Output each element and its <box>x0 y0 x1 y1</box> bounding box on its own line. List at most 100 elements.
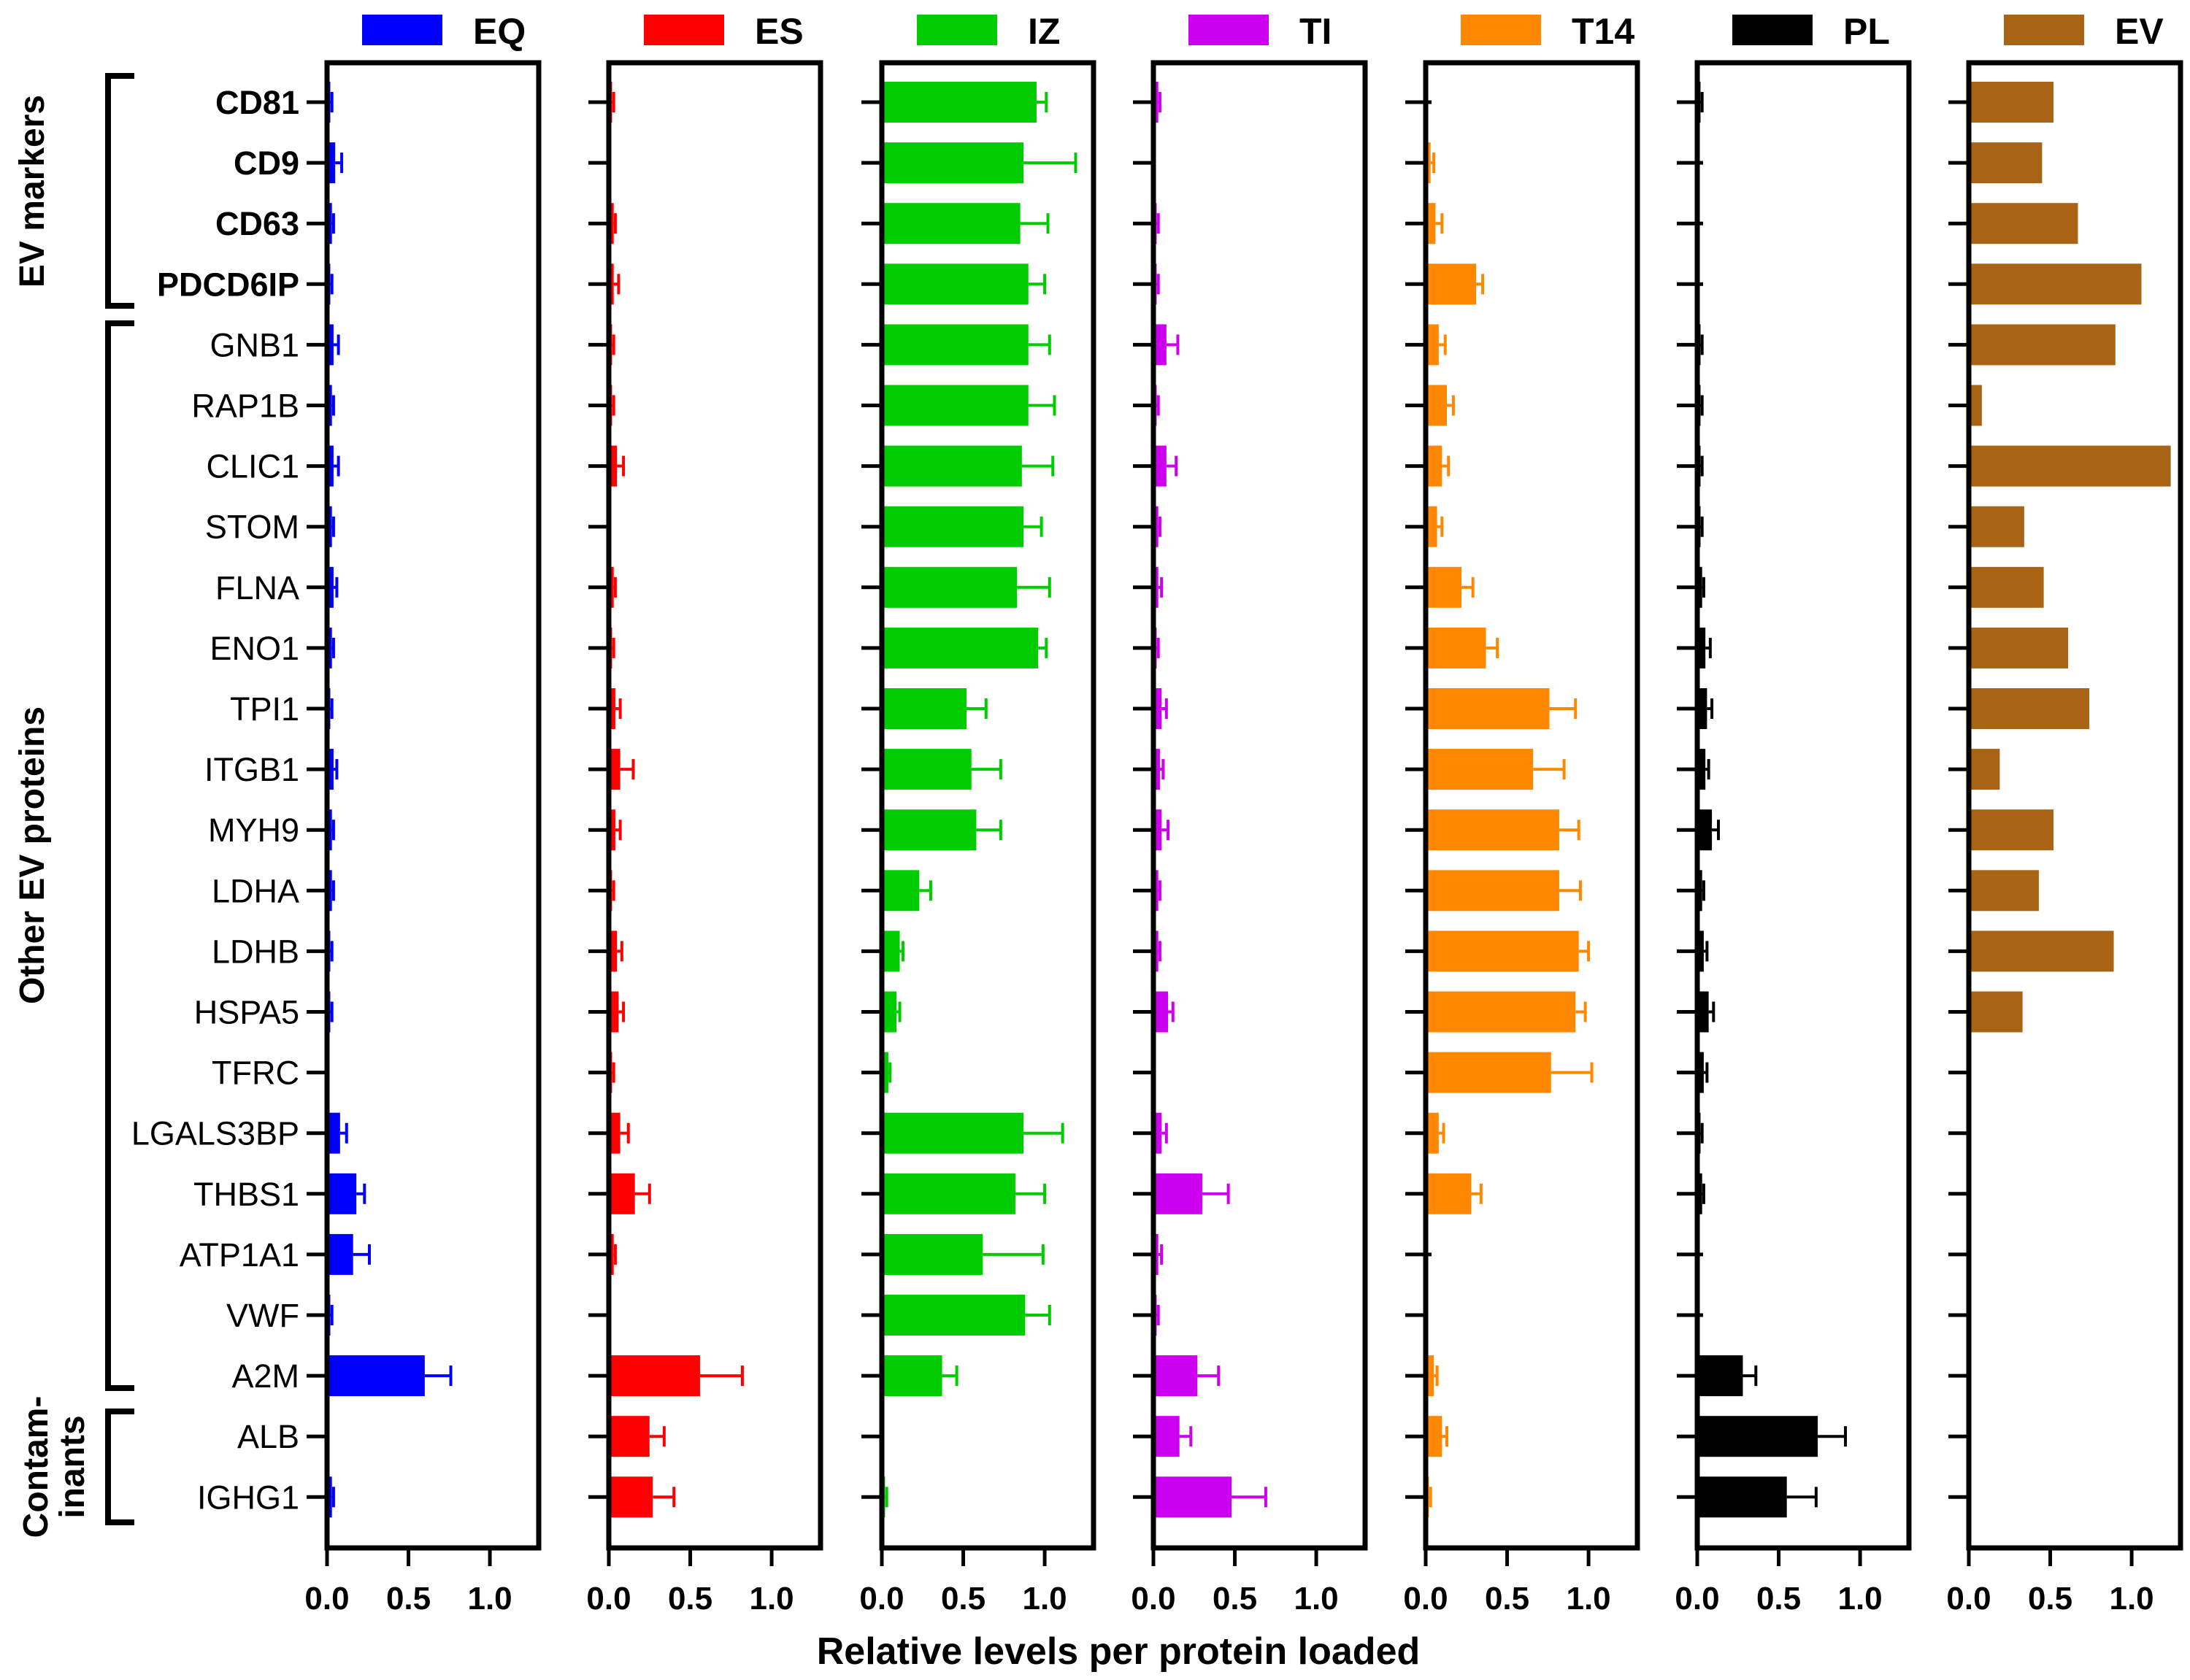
legend-label-t14: T14 <box>1572 11 1634 52</box>
bar-iz-lgals3bp <box>882 1112 1024 1154</box>
bar-pl-tfrc <box>1697 1052 1704 1093</box>
legend-label-pl: PL <box>1843 11 1890 52</box>
bar-ti-tpi1 <box>1153 688 1162 729</box>
category-label-eno1: ENO1 <box>210 630 299 667</box>
bar-iz-ldha <box>882 870 920 912</box>
bar-pl-eno1 <box>1697 627 1706 668</box>
bar-ev-itgb1 <box>1969 749 2000 790</box>
bar-eq-flna <box>327 566 334 608</box>
bar-es-itgb1 <box>609 749 620 790</box>
category-label-cd63: CD63 <box>215 205 299 242</box>
legend-swatch-ti <box>1188 15 1269 45</box>
legend-swatch-pl <box>1732 15 1813 45</box>
bar-t14-thbs1 <box>1426 1173 1472 1214</box>
x-tick-label: 1.0 <box>1837 1581 1882 1617</box>
panel-frame <box>1694 60 1912 1551</box>
bar-ti-itgb1 <box>1153 749 1160 790</box>
bar-pl-a2m <box>1697 1355 1743 1397</box>
x-tick-label: 1.0 <box>2109 1581 2154 1617</box>
x-axis-title: Relative levels per protein loaded <box>817 1630 1421 1673</box>
x-tick-label: 0.5 <box>668 1581 712 1617</box>
bar-pl-itgb1 <box>1697 749 1706 790</box>
x-tick-label: 0.5 <box>2028 1581 2072 1617</box>
bar-pl-myh9 <box>1697 809 1713 851</box>
category-label-stom: STOM <box>205 509 299 546</box>
category-label-cd81: CD81 <box>215 84 299 121</box>
bar-t14-ldhb <box>1426 930 1579 972</box>
category-label-tfrc: TFRC <box>212 1055 299 1092</box>
bar-pl-ldhb <box>1697 930 1704 972</box>
bar-es-a2m <box>609 1355 700 1397</box>
category-label-thbs1: THBS1 <box>193 1176 299 1213</box>
bar-pl-ighg1 <box>1697 1476 1787 1518</box>
bar-es-alb <box>609 1416 650 1457</box>
x-tick-label: 0.0 <box>1403 1581 1448 1617</box>
bar-iz-cd9 <box>882 142 1024 184</box>
bar-ti-hspa5 <box>1153 991 1169 1033</box>
category-label-myh9: MYH9 <box>208 812 299 849</box>
x-tick-label: 0.5 <box>1213 1581 1257 1617</box>
bar-t14-eno1 <box>1426 627 1486 668</box>
bar-t14-hspa5 <box>1426 991 1576 1033</box>
bar-ev-rap1b <box>1969 385 1982 426</box>
panel-pl: PL 0.0 0.5 1.0 <box>1675 11 1912 1617</box>
legend-label-eq: EQ <box>473 11 526 52</box>
category-label-itgb1: ITGB1 <box>204 751 299 788</box>
bar-eq-gnb1 <box>327 324 334 366</box>
x-tick-label: 0.0 <box>304 1581 349 1617</box>
legend-swatch-es <box>644 15 724 45</box>
bar-iz-thbs1 <box>882 1173 1015 1214</box>
bar-ti-thbs1 <box>1153 1173 1202 1214</box>
panel-ti: TI 0.0 0.5 1.0 <box>1131 11 1368 1617</box>
bar-iz-tfrc <box>882 1052 888 1093</box>
bar-ev-gnb1 <box>1969 324 2116 366</box>
bar-ti-ighg1 <box>1153 1476 1232 1518</box>
bar-es-myh9 <box>609 809 615 851</box>
category-label-a2m: A2M <box>231 1357 299 1395</box>
category-labels: CD81 CD9 CD63 PDCD6IP GNB1 RAP1B CLIC1 STOM FLNA… <box>131 84 299 1516</box>
category-label-pdcd6ip: PDCD6IP <box>157 266 299 303</box>
group-label: inants <box>53 1415 92 1518</box>
bar-t14-pdcd6ip <box>1426 263 1477 305</box>
x-tick-label: 0.5 <box>386 1581 431 1617</box>
bar-es-ighg1 <box>609 1476 653 1518</box>
panels: EQ 0.0 0.5 1.0 ES 0.0 0.5 1.0 IZ 0.0 0.5 1.0 TI 0.0 0.… <box>304 11 2183 1617</box>
bar-t14-stom <box>1426 506 1437 547</box>
bar-t14-a2m <box>1426 1355 1434 1397</box>
group-label: EV markers <box>13 95 52 288</box>
bar-ev-eno1 <box>1969 627 2069 668</box>
group-bracket <box>105 320 134 1391</box>
bar-ev-cd9 <box>1969 142 2043 184</box>
panel-es: ES 0.0 0.5 1.0 <box>586 11 823 1617</box>
x-tick-label: 1.0 <box>1566 1581 1610 1617</box>
x-tick-label: 0.0 <box>1946 1581 1991 1617</box>
category-label-tpi1: TPI1 <box>230 690 299 728</box>
legend-label-ti: TI <box>1299 11 1332 52</box>
group-label: Other EV proteins <box>13 706 52 1004</box>
bar-t14-clic1 <box>1426 445 1442 487</box>
x-tick-label: 0.5 <box>1485 1581 1529 1617</box>
category-label-vwf: VWF <box>226 1297 299 1334</box>
bar-ev-hspa5 <box>1969 991 2023 1033</box>
category-label-ldha: LDHA <box>212 872 299 909</box>
x-tick-label: 0.0 <box>1131 1581 1175 1617</box>
legend-swatch-eq <box>362 15 442 45</box>
bar-ti-gnb1 <box>1153 324 1167 366</box>
bar-ti-myh9 <box>1153 809 1162 851</box>
bar-ti-alb <box>1153 1416 1180 1457</box>
category-label-clic1: CLIC1 <box>206 448 299 485</box>
category-label-alb: ALB <box>237 1418 299 1455</box>
bar-ev-ldhb <box>1969 930 2114 972</box>
panel-eq: EQ 0.0 0.5 1.0 <box>304 11 542 1617</box>
panel-iz: IZ 0.0 0.5 1.0 <box>859 11 1096 1617</box>
bar-iz-flna <box>882 566 1018 608</box>
bar-eq-atp1a1 <box>327 1233 353 1275</box>
category-label-rap1b: RAP1B <box>191 388 299 425</box>
panel-frame <box>1150 60 1368 1551</box>
bar-es-tpi1 <box>609 688 615 729</box>
bar-iz-a2m <box>882 1355 942 1397</box>
panel-frame <box>1966 60 2183 1551</box>
bar-pl-alb <box>1697 1416 1818 1457</box>
group-bracket <box>105 73 134 309</box>
